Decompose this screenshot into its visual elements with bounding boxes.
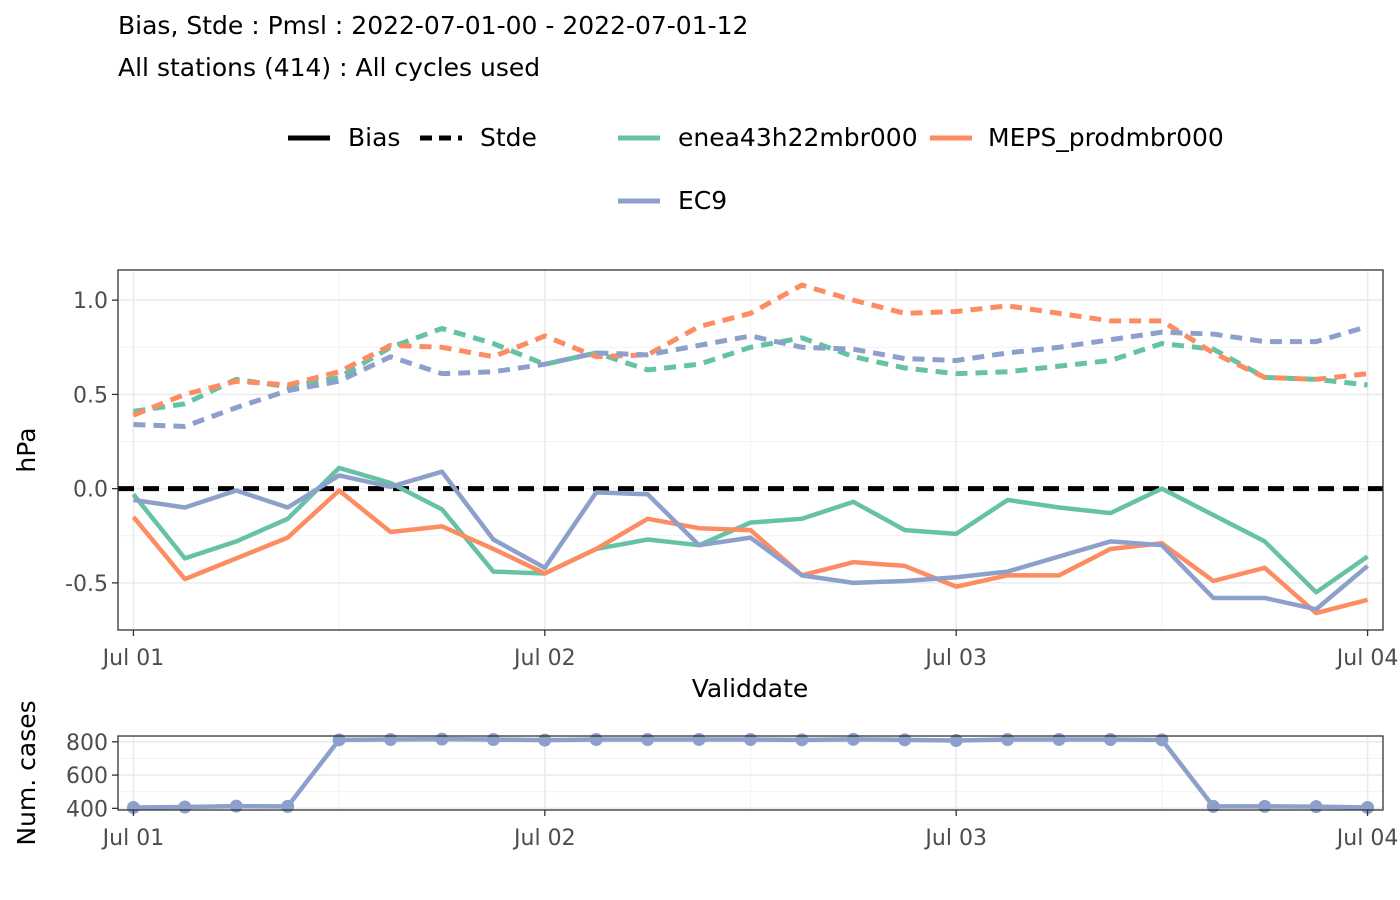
y-axis-title: hPa <box>12 427 41 472</box>
cases-point <box>1206 799 1220 813</box>
cases-point <box>1155 733 1169 747</box>
main-series-lines <box>131 282 1370 616</box>
cases-point <box>384 732 398 746</box>
cases-point <box>1258 799 1272 813</box>
bias-line-enea43h22mbr000 <box>131 465 1369 595</box>
cases-panel-border <box>117 735 1384 811</box>
cases-point <box>435 732 449 746</box>
main-y-tick-label: 1.0 <box>73 289 108 314</box>
cases-y-tick-label: 400 <box>66 797 108 822</box>
cases-x-tick-label: Jul 01 <box>101 826 165 851</box>
legend: Bias Stde enea43h22mbr000 MEPS_prodmbr00… <box>288 123 1224 215</box>
cases-point <box>898 733 912 747</box>
main-x-tick-label: Jul 04 <box>1335 646 1399 671</box>
stde-line-enea43h22mbr000 <box>133 325 1368 414</box>
chart-title: Bias, Stde : Pmsl : 2022-07-01-00 - 2022… <box>118 11 748 40</box>
num-cases-panel: 800 600 400 Jul 01 Jul 02 Jul 03 Jul 04 <box>66 731 1398 851</box>
cases-point <box>1001 732 1015 746</box>
main-y-tick-label: 0.0 <box>73 478 108 503</box>
cases-point <box>486 732 500 746</box>
main-panel-border <box>117 269 1384 631</box>
cases-point <box>1309 800 1323 814</box>
bias-line-ec9 <box>133 469 1370 612</box>
main-x-tick-label: Jul 02 <box>512 646 576 671</box>
main-y-tick-label: 0.5 <box>73 383 108 408</box>
cases-point <box>538 733 552 747</box>
cases-point <box>281 799 295 813</box>
cases-point <box>1361 801 1375 815</box>
cases-point <box>126 801 140 815</box>
cases-y-ticks: 800 600 400 <box>66 731 118 822</box>
main-x-tick-label: Jul 01 <box>101 646 165 671</box>
cases-x-ticks: Jul 01 Jul 02 Jul 03 Jul 04 <box>101 810 1399 851</box>
cases-point <box>795 733 809 747</box>
cases-x-tick-label: Jul 03 <box>923 826 987 851</box>
legend-label-enea43h22mbr000: enea43h22mbr000 <box>678 123 918 152</box>
cases-point <box>1103 732 1117 746</box>
legend-label-stde: Stde <box>480 123 537 152</box>
main-x-ticks: Jul 01 Jul 02 Jul 03 Jul 04 <box>101 630 1399 671</box>
cases-point <box>641 732 655 746</box>
cases-point <box>229 799 243 813</box>
cases-point <box>1052 732 1066 746</box>
stde-line-ec9 <box>133 324 1369 429</box>
main-y-ticks: 1.0 0.5 0.0 -0.5 <box>65 289 118 597</box>
cases-point <box>949 733 963 747</box>
bias-stde-panel: 1.0 0.5 0.0 -0.5 Jul 01 Jul 02 Jul 03 Jul 04 <box>65 269 1399 671</box>
cases-y-axis-title: Num. cases <box>12 700 41 845</box>
cases-y-tick-label: 800 <box>66 731 108 756</box>
main-x-tick-label: Jul 03 <box>923 646 987 671</box>
main-y-tick-label: -0.5 <box>65 572 108 597</box>
legend-label-ec9: EC9 <box>678 186 727 215</box>
stde-line-meps-prodmbr000 <box>132 282 1368 418</box>
cases-gridlines <box>118 736 1383 810</box>
chart-subtitle: All stations (414) : All cycles used <box>118 53 540 82</box>
cases-point <box>692 732 706 746</box>
cases-x-tick-label: Jul 04 <box>1335 826 1399 851</box>
cases-point <box>178 800 192 814</box>
x-axis-title: Validdate <box>692 674 809 703</box>
cases-point <box>744 732 757 746</box>
legend-label-bias: Bias <box>348 123 400 152</box>
cases-point <box>332 733 346 747</box>
cases-point <box>589 732 603 746</box>
cases-x-tick-label: Jul 02 <box>512 826 576 851</box>
cases-point <box>846 732 860 746</box>
legend-label-meps-prodmbr000: MEPS_prodmbr000 <box>988 123 1224 152</box>
cases-y-tick-label: 600 <box>66 764 108 789</box>
